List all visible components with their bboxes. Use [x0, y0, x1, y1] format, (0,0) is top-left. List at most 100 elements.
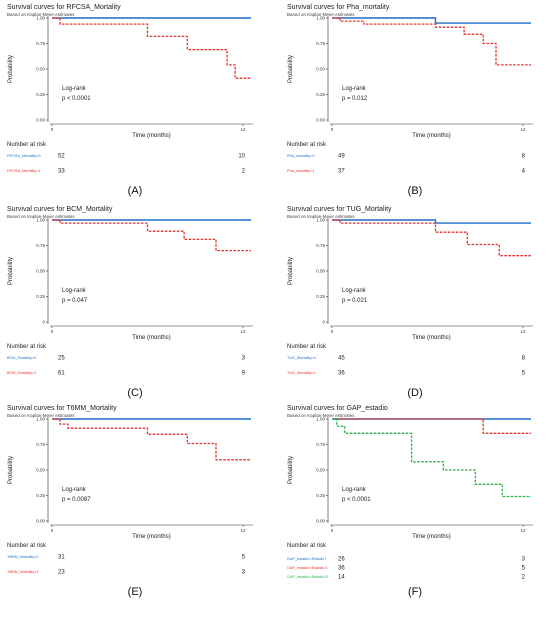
y-tick-label: 1.00 [316, 218, 325, 223]
panel-a: Survival curves for RFCSA_MortalityBased… [7, 4, 253, 197]
km-curve-2 [332, 219, 531, 257]
x-axis-label: Time (months) [412, 534, 450, 540]
risk-count-start: 36 [338, 566, 345, 572]
y-axis-label: Probability [288, 456, 294, 484]
risk-count-end: 8 [522, 154, 526, 160]
logrank-pvalue: p < 0.0001 [342, 497, 371, 503]
y-tick-label: 1.00 [316, 417, 325, 422]
y-tick-label: 0.75 [36, 442, 45, 447]
km-curve-2 [52, 17, 251, 79]
x-tick-label: 12 [521, 528, 527, 533]
logrank-label: Log-rank [62, 288, 87, 294]
y-tick-label: 0.75 [36, 243, 45, 248]
panel-caption: (E) [128, 586, 143, 598]
risk-row-label: GAP_estadio=Estadio II [287, 566, 327, 570]
x-tick-label: 0 [331, 127, 334, 132]
risk-table-title: Number at risk [7, 344, 47, 350]
y-axis-label: Probability [288, 257, 294, 285]
logrank-pvalue: p = 0.0087 [62, 497, 91, 503]
risk-count-end: 3 [242, 570, 246, 576]
risk-count-end: 8 [522, 356, 526, 362]
risk-row-label: TUG_Mortality=0 [287, 356, 316, 360]
panel-e: Survival curves for T6MM_MortalityBased … [7, 405, 253, 598]
y-tick-label: 1.00 [316, 16, 325, 21]
y-tick-label: 0.25 [36, 92, 45, 97]
y-tick-label: 0.25 [316, 493, 325, 498]
panel-title: Survival curves for T6MM_Mortality [7, 405, 117, 412]
km-curve-1 [332, 17, 531, 24]
panel-subtitle: Based on Kaplan-Meier estimates [7, 12, 75, 17]
risk-count-start: 49 [338, 154, 345, 160]
panel-subtitle: Based on Kaplan-Meier estimates [287, 413, 355, 418]
logrank-label: Log-rank [342, 288, 367, 294]
y-tick-label: 0.50 [316, 269, 325, 274]
y-axis-label: Probability [8, 55, 14, 83]
km-curve-2 [52, 219, 251, 252]
risk-count-end: 2 [242, 169, 246, 175]
logrank-label: Log-rank [62, 487, 87, 493]
risk-count-start: 52 [58, 154, 65, 160]
km-curve-1 [332, 219, 531, 224]
panel-title: Survival curves for RFCSA_Mortality [7, 4, 121, 11]
y-tick-label: 0 [322, 320, 325, 325]
y-tick-label: 0.50 [316, 468, 325, 473]
panel-subtitle: Based on Kaplan-Meier estimates [287, 214, 355, 219]
panel-subtitle: Based on Kaplan-Meier estimates [287, 12, 355, 17]
logrank-pvalue: p = 0.047 [62, 298, 88, 304]
panel-title: Survival curves for TUG_Mortality [287, 206, 392, 213]
x-tick-label: 12 [241, 329, 247, 334]
panel-subtitle: Based on Kaplan-Meier estimates [7, 413, 75, 418]
x-tick-label: 0 [51, 329, 54, 334]
x-tick-label: 12 [521, 127, 527, 132]
panel-caption: (C) [127, 387, 142, 399]
risk-count-end: 3 [522, 557, 526, 563]
x-tick-label: 0 [51, 127, 54, 132]
risk-count-start: 26 [338, 557, 345, 563]
risk-count-start: 37 [338, 169, 345, 175]
risk-count-start: 25 [58, 356, 65, 362]
risk-row-label: TUG_Mortality=1 [287, 371, 316, 375]
x-tick-label: 0 [331, 528, 334, 533]
risk-table-title: Number at risk [287, 543, 327, 549]
risk-count-start: 33 [58, 169, 65, 175]
y-tick-label: 0.75 [316, 243, 325, 248]
y-tick-label: 0.25 [36, 493, 45, 498]
x-axis-label: Time (months) [132, 335, 170, 341]
risk-row-label: GAP_estadio=Estadio III [287, 575, 328, 579]
panel-caption: (F) [408, 586, 422, 598]
x-axis-label: Time (months) [412, 335, 450, 341]
x-axis-label: Time (months) [132, 133, 170, 139]
logrank-label: Log-rank [62, 86, 87, 92]
panel-caption: (D) [407, 387, 422, 399]
risk-count-end: 4 [522, 169, 526, 175]
risk-row-label: GAP_estadio=Estadio I [287, 557, 326, 561]
panel-caption: (B) [408, 185, 423, 197]
risk-count-start: 31 [58, 555, 65, 561]
y-tick-label: 0.25 [316, 294, 325, 299]
risk-count-start: 14 [338, 575, 345, 581]
risk-count-end: 10 [238, 154, 245, 160]
x-tick-label: 12 [241, 528, 247, 533]
y-tick-label: 0 [42, 320, 45, 325]
risk-table-title: Number at risk [287, 142, 327, 148]
x-tick-label: 12 [241, 127, 247, 132]
risk-count-start: 36 [338, 371, 345, 377]
x-axis-label: Time (months) [412, 133, 450, 139]
risk-row-label: RFCSA_Mortality=1 [7, 169, 41, 173]
risk-count-end: 9 [242, 371, 246, 377]
y-tick-label: 0.50 [36, 67, 45, 72]
risk-count-start: 61 [58, 371, 65, 377]
risk-count-end: 5 [242, 555, 246, 561]
risk-row-label: T6MM_Mortality=1 [7, 570, 39, 574]
km-curve-2 [332, 418, 531, 434]
y-axis-label: Probability [8, 257, 14, 285]
km-curve-2 [332, 17, 531, 66]
y-tick-label: 1.00 [36, 417, 45, 422]
risk-count-end: 5 [522, 371, 526, 377]
logrank-pvalue: p < 0.0001 [62, 96, 91, 102]
logrank-pvalue: p = 0.021 [342, 298, 368, 304]
